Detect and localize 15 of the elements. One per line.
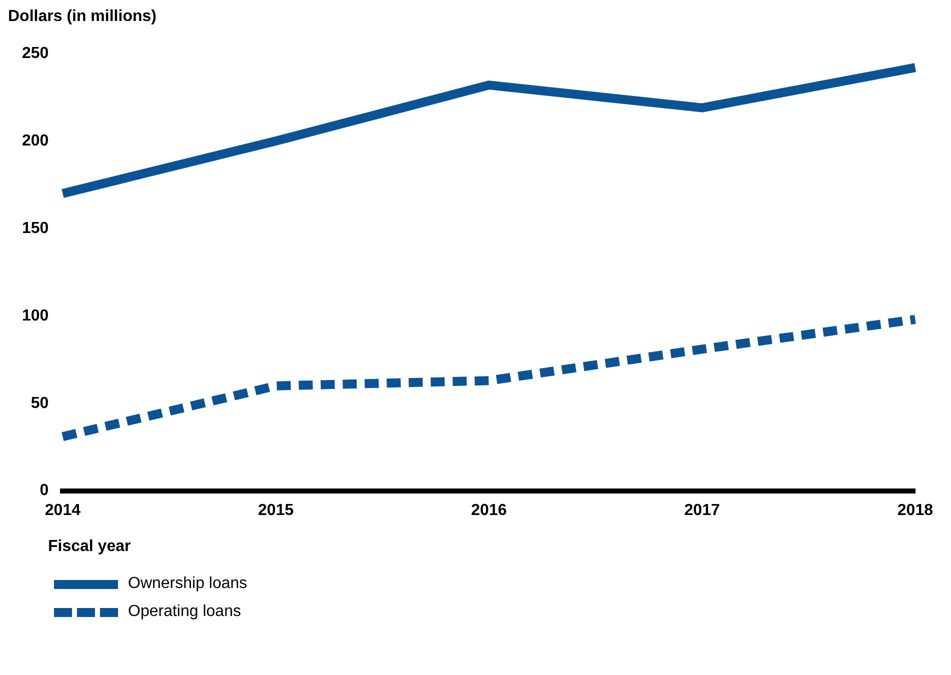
- x-tick-label: 2014: [44, 502, 81, 519]
- y-tick-label: 150: [22, 220, 49, 237]
- y-tick-label: 0: [40, 482, 49, 500]
- x-tick-label: 2016: [471, 502, 507, 519]
- x-tick-label: 2015: [258, 502, 294, 519]
- y-tick-label: 100: [22, 307, 49, 324]
- x-tick-label: 2017: [684, 502, 720, 519]
- x-tick-label: 2018: [897, 502, 934, 519]
- y-axis-title: Dollars (in millions): [8, 8, 158, 27]
- y-tick-label: 250: [22, 45, 49, 62]
- legend-label: Operating loans: [128, 603, 241, 621]
- legend-label: Ownership loans: [128, 575, 248, 593]
- y-tick-label: 200: [22, 132, 49, 150]
- y-tick-label: 50: [30, 394, 49, 412]
- x-axis-title: Fiscal year: [48, 538, 132, 556]
